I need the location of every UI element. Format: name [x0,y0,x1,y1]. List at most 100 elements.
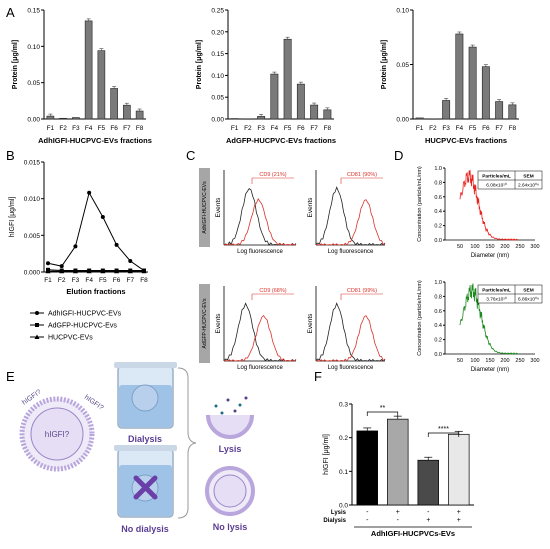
x-tick-label: F1 [47,125,55,132]
y-tick-label: 0.00 [27,117,40,124]
bar [417,459,439,506]
legend-marker [34,334,40,339]
y-axis-title: Events [307,197,314,218]
histogram-control [315,186,386,246]
data-point [72,268,78,274]
y-tick-label: 0.6 [434,195,442,201]
x-tick-label: F3 [72,125,80,132]
size-distribution-line [459,170,518,241]
x-axis-title: Log fluorescence [237,249,283,255]
table-cell: 6.86x10⁰⁹ [518,297,539,303]
x-tick-label: F6 [297,125,305,132]
no-dialysis-label: No dialysis [121,524,169,534]
x-tick-label: F6 [482,125,490,132]
x-tick-label: 200 [500,358,509,364]
legend-marker [35,311,39,315]
x-tick-label: F5 [98,125,106,132]
bar [387,418,409,506]
line-chart-b: 0.000 0.005 0.010 0.015 F1 F2 F3 F4 F5 F6 F7 F8 Elut… [9,160,148,342]
gate-label: CD9 (68%) [259,288,286,294]
row-label: AdhIGFI-HUCPVC-EVs [202,181,208,234]
bar [296,83,305,120]
x-tick-label: F5 [99,277,107,284]
y-axis-title: hIGFI [μg/ml] [9,197,16,238]
y-tick-label: 0.10 [211,73,224,80]
bar [135,110,144,120]
bar [110,88,118,120]
y-axis-title: Concentration (particle/mL/nm) [417,280,423,356]
lysis-sign: + [457,509,461,516]
x-tick-label: 300 [530,358,539,364]
x-tick-label: F2 [59,125,67,132]
x-tick-label: F7 [495,125,503,132]
y-tick-label: 0.015 [24,160,41,167]
y-tick-label: 0.2 [339,435,348,442]
data-point [73,244,78,249]
y-tick-label: 0.8 [434,294,442,300]
y-tick-label: 0.00 [211,117,224,124]
data-point [128,259,133,263]
beaker-no-dialysis [114,445,177,518]
histogram-marker [315,199,386,246]
bar [72,117,80,120]
table-header: SEM [523,174,533,180]
x-tick-label: F5 [284,125,292,132]
histogram-marker [223,198,297,246]
y-axis-title: Protein [μg/ml] [381,40,388,89]
intact-vesicle-inner [213,474,247,508]
x-tick-label: F1 [44,277,52,284]
bar [84,20,93,120]
group-label: AdhIGFI-HUCPVCs-EVs [371,529,455,538]
x-tick-label: 150 [485,244,494,250]
legend-marker [35,323,39,327]
vesicle-side-label-right: hIGFI? [83,394,105,412]
y-axis-title: Protein [μg/ml] [12,40,19,89]
panel-letter-f: F [314,369,322,384]
panel-letter-b: B [6,148,15,163]
x-tick-label: F4 [271,125,279,132]
bar [356,430,378,506]
x-tick-label: F8 [140,277,148,284]
data-point [45,268,51,274]
vesicle-inner [30,407,84,461]
beaker-dialysis [114,362,177,429]
y-tick-label: 0.20 [211,29,224,36]
x-tick-label: F7 [126,277,134,284]
x-axis-title: Log fluorescence [237,365,283,371]
gate-label: CD81 (99%) [347,288,377,294]
bar [442,100,451,120]
y-axis-title: Events [215,197,222,218]
lysis-sign: + [396,509,400,516]
lysis-sign: - [427,509,430,516]
dialysis-sign: + [457,517,461,524]
y-tick-label: 0.2 [434,224,442,230]
significance-label: **** [438,426,449,433]
y-tick-label: 0.05 [211,95,224,102]
x-tick-label: F6 [110,125,118,132]
table-cell: 6.08x10¹⁰ [486,183,507,189]
x-tick-label: F1 [231,125,239,132]
x-tick-label: F2 [58,277,66,284]
lysed-vesicle [206,396,254,439]
x-tick-label: F2 [244,125,252,132]
bar [508,104,517,120]
data-point [59,268,65,274]
x-axis-title: AdGFP-HUCPVC-EVs fractions [226,136,336,145]
table-header: SEM [523,288,533,294]
gate-label: CD9 (21%) [259,172,286,178]
x-tick-label: F7 [123,125,131,132]
y-tick-label: 1.0 [434,280,442,286]
significance-bracket [427,432,460,437]
y-axis-title: Events [215,313,222,334]
x-axis-title: Log fluorescence [328,249,374,255]
row-label: Dialysis [323,518,346,524]
data-point [59,264,64,269]
bar [59,117,67,120]
bracket [177,367,197,519]
dialysis-label: Dialysis [128,434,162,444]
nta-chart-d1: 0.0 0.2 0.4 0.6 0.8 1.0 50 100 150 200 250 300 Diame… [417,166,543,259]
bar [123,104,131,120]
dialysis-sign: - [366,517,369,524]
